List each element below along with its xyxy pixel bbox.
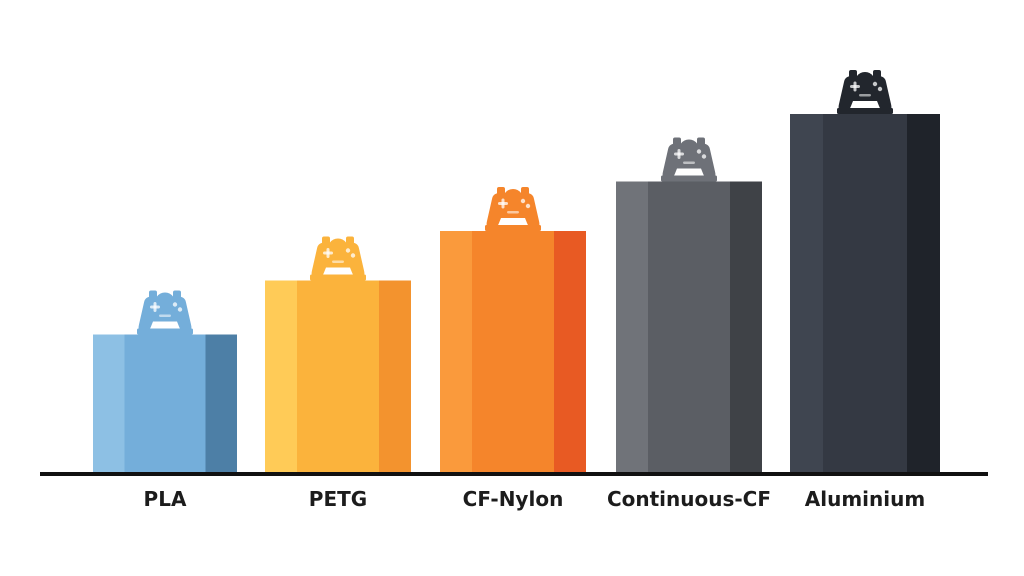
gamepad-icon: [837, 70, 893, 114]
gamepad-icon: [310, 236, 366, 281]
bar-aluminium: [790, 114, 940, 474]
category-label-petg: PETG: [309, 487, 367, 511]
gamepad-icon: [485, 187, 541, 231]
gamepad-icon: [661, 137, 717, 182]
category-label-aluminium: Aluminium: [805, 487, 925, 511]
category-label-continuous-cf: Continuous-CF: [607, 487, 771, 511]
bar-petg: [265, 280, 411, 474]
category-label-cf-nylon: CF-Nylon: [463, 487, 564, 511]
category-labels: PLA PETG CF-Nylon Continuous-CF Aluminium: [144, 487, 926, 511]
bar-continuous-cf: [616, 181, 762, 474]
bars-group: [93, 70, 940, 474]
gamepad-icon: [137, 290, 193, 335]
bar-cf-nylon: [440, 231, 586, 474]
category-label-pla: PLA: [144, 487, 187, 511]
bar-pla: [93, 334, 237, 474]
